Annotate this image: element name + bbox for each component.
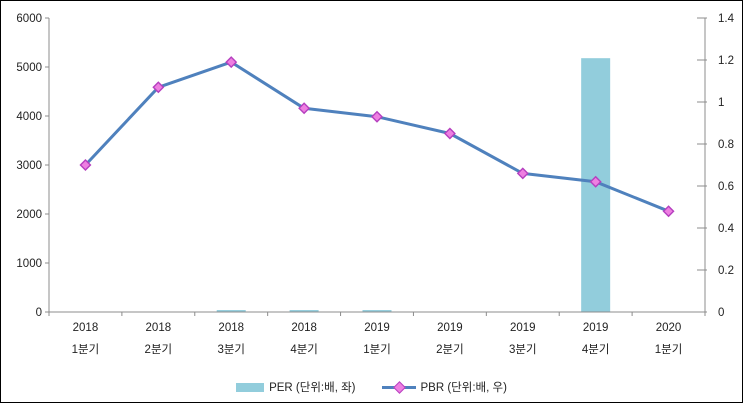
pbr-marker	[589, 175, 602, 188]
y-right-axis-label: 1	[718, 97, 724, 109]
x-axis-label: 2019 3분기	[509, 322, 537, 356]
pbr-line	[84, 60, 670, 213]
x-axis-label: 2018 2분기	[145, 322, 173, 356]
x-axis-label: 2020 1분기	[655, 322, 683, 356]
y-left-axis-label: 3000	[16, 160, 42, 172]
chart-legend: PER (단위:배, 좌) PBR (단위:배, 우)	[1, 379, 742, 395]
legend-item-per: PER (단위:배, 좌)	[236, 379, 356, 395]
y-right-axis-label: 0.4	[718, 223, 735, 235]
legend-item-pbr: PBR (단위:배, 우)	[381, 379, 507, 395]
x-axis-label: 2018 3분기	[217, 322, 245, 356]
y-right-axis-label: 1.2	[718, 55, 734, 67]
per-bar	[362, 310, 392, 312]
per-bar	[289, 310, 319, 312]
y-left-axis-label: 1000	[16, 258, 42, 270]
pbr-marker	[225, 56, 238, 69]
pbr-line-swatch-icon	[381, 380, 416, 394]
y-right-axis-label: 0.6	[718, 181, 734, 193]
y-left-axis-label: 5000	[16, 62, 42, 74]
per-bar-swatch-icon	[236, 382, 265, 392]
x-axis-label: 2019 4분기	[582, 322, 610, 356]
pbr-marker	[371, 110, 383, 123]
pbr-marker	[516, 167, 529, 180]
pbr-marker	[662, 205, 675, 218]
y-left-axis-label: 2000	[16, 209, 42, 221]
pbr-marker	[298, 102, 311, 115]
x-axis-label: 2019 2분기	[436, 322, 464, 356]
y-left-axis-label: 6000	[16, 13, 42, 25]
x-axis-label: 2018 4분기	[290, 322, 318, 356]
x-axis-label: 2019 1분기	[363, 322, 391, 356]
y-right-axis-label: 1.4	[718, 13, 735, 25]
legend-label-per: PER (단위:배, 좌)	[269, 382, 356, 394]
y-right-axis-label: 0.2	[718, 265, 734, 277]
y-left-axis-label: 0	[36, 307, 42, 319]
pbr-marker	[443, 127, 456, 140]
pbr-marker	[79, 159, 92, 171]
x-axis-label: 2018 1분기	[72, 322, 100, 356]
per-bar	[216, 310, 246, 312]
y-right-axis-label: 0	[718, 307, 724, 319]
pbr-marker	[152, 81, 165, 94]
y-left-axis-label: 4000	[16, 111, 42, 123]
y-right-axis-label: 0.8	[718, 139, 734, 151]
legend-label-pbr: PBR (단위:배, 우)	[420, 382, 507, 394]
